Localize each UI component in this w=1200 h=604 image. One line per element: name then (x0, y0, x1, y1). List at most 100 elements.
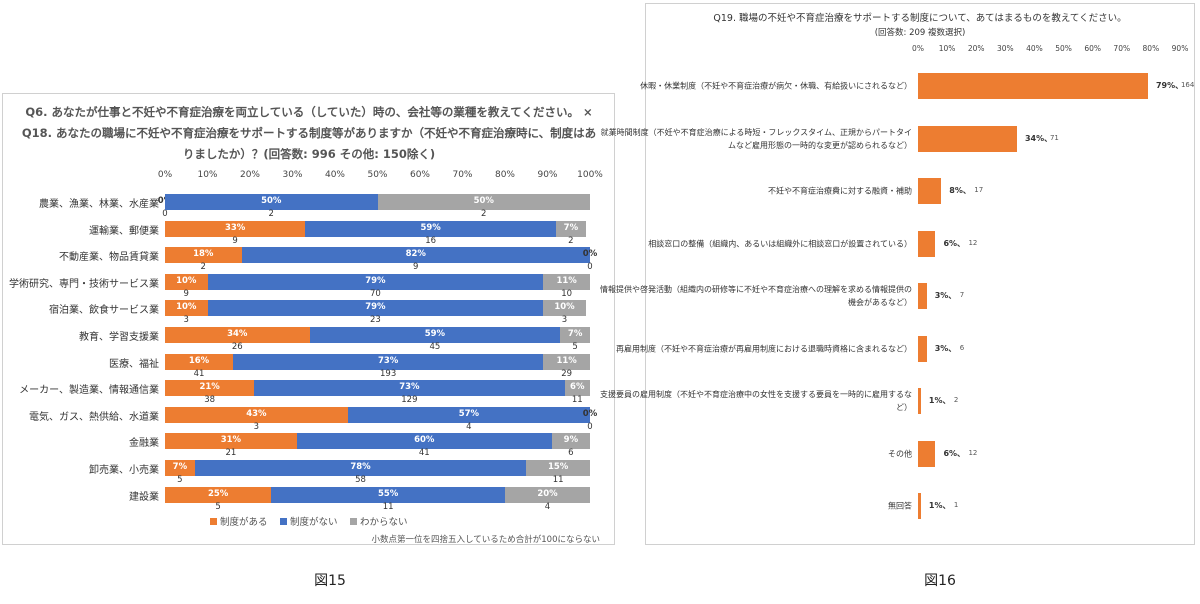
count-label: 29 (561, 368, 573, 379)
count-label: 41 (418, 448, 430, 459)
bar-segment (165, 300, 208, 317)
bar-segment (165, 327, 310, 343)
data-label: 31% (220, 435, 242, 446)
data-label: 1%、 (928, 501, 951, 510)
count-label: 16 (425, 235, 437, 246)
count-label: 9 (183, 288, 189, 299)
count-label: 71 (1049, 133, 1059, 142)
x-tick-label: 90% (537, 170, 558, 180)
chart-frame (645, 3, 1195, 545)
count-label: 2 (481, 209, 487, 219)
data-label: 21% (199, 382, 220, 393)
category-label: 建設業 (129, 491, 159, 503)
x-tick-label: 100% (577, 170, 603, 180)
category-label: その他 (888, 449, 912, 458)
footnote: 小数点第一位を四捨五入しているため合計が100にならない (371, 535, 600, 545)
count-label: 0 (587, 262, 593, 273)
count-label: 21 (225, 448, 237, 459)
count-label: 7 (959, 291, 965, 299)
bar-segment (165, 486, 272, 503)
count-label: 5 (215, 501, 221, 512)
count-label: 0 (587, 421, 593, 432)
x-tick-label: 40% (324, 170, 345, 180)
count-label: 4 (544, 501, 551, 512)
count-label: 9 (232, 235, 238, 246)
data-label: 59% (424, 329, 446, 339)
data-label: 25% (207, 488, 229, 499)
count-label: 3 (561, 315, 568, 326)
data-label: 6% (570, 382, 585, 393)
data-label: 79% (365, 275, 386, 286)
chart-title: Q6. あなたが仕事と不妊や不育症治療を両立している（していた）時の、会社等の業… (21, 105, 597, 161)
x-tick-label: 20% (239, 170, 260, 180)
legend-label: わからない (360, 517, 408, 528)
bar-segment (241, 247, 590, 264)
data-label: 6%、 (943, 448, 966, 458)
data-label: 11% (556, 275, 577, 286)
category-label: 支援要員の雇用制度（不妊や不育症治療中の女性を支援する要員を一時的に雇用するなど… (600, 390, 912, 412)
bar-segment (207, 300, 544, 317)
x-tick-label: 30% (996, 44, 1014, 53)
bar (918, 125, 1017, 152)
count-label: 17 (974, 186, 984, 194)
legend-label: 制度がある (220, 517, 268, 528)
data-label: 20% (537, 488, 558, 499)
legend-label: 制度がない (290, 517, 338, 528)
bar-segment (377, 194, 590, 210)
count-label: 70 (369, 288, 381, 299)
bar-segment (207, 273, 544, 290)
category-label: 無回答 (888, 501, 912, 511)
bar-segment (165, 460, 195, 476)
caption: 図15 (314, 573, 346, 589)
data-label: 50% (261, 196, 282, 206)
count-label: 129 (401, 395, 418, 406)
category-label: 就業時間制度（不妊や不育症治療による時短・フレックスタイム、正規からパートタイム… (600, 127, 912, 150)
data-label: 11% (556, 355, 577, 366)
data-label: 0% (582, 408, 598, 419)
category-label: 休暇・休業制度（不妊や不育症治療が病欠・休職、有給扱いにされるなど） (640, 81, 912, 91)
x-tick-label: 60% (1084, 44, 1101, 53)
x-tick-label: 30% (282, 170, 303, 180)
x-tick-label: 70% (452, 170, 473, 180)
data-label: 79% (365, 302, 386, 313)
data-label: 34% (227, 329, 248, 339)
x-tick-label: 20% (967, 44, 985, 53)
x-tick-label: 90% (1171, 44, 1189, 53)
count-label: 2 (268, 209, 274, 219)
category-label: 医療、福祉 (109, 358, 159, 370)
data-label: 10% (554, 302, 575, 313)
x-tick-label: 40% (1026, 44, 1043, 53)
bar (918, 283, 927, 309)
data-label: 79%、 (1155, 81, 1184, 90)
count-label: 2 (200, 262, 206, 273)
count-label: 5 (177, 475, 183, 485)
bar-segment (165, 194, 378, 210)
category-label: 不動産業、物品賃貸業 (59, 252, 159, 264)
data-label: 15% (547, 462, 569, 472)
bar-segment (165, 353, 233, 370)
count-label: 1 (953, 501, 959, 509)
chart-frame (2, 93, 615, 545)
category-label: 再雇用制度（不妊や不育症治療が再雇用制度における退職時資格に含まれるなど） (616, 344, 912, 353)
x-tick-label: 60% (409, 170, 430, 180)
bar-segment (254, 380, 565, 397)
count-label: 2 (568, 235, 574, 246)
bar-segment (526, 460, 590, 476)
count-label: 10 (561, 288, 573, 299)
x-tick-label: 70% (1113, 44, 1131, 53)
bar-segment (505, 486, 590, 503)
data-label: 33% (224, 222, 246, 233)
bar-segment (194, 460, 527, 476)
data-label: 16% (188, 355, 210, 366)
bar-segment (165, 433, 297, 450)
bar (918, 178, 942, 204)
data-label: 10% (176, 302, 197, 313)
bar (918, 388, 921, 414)
data-label: 57% (458, 408, 480, 419)
x-tick-label: 80% (1142, 44, 1160, 53)
data-label: 82% (405, 249, 426, 260)
bar-segment (165, 220, 306, 237)
bar-segment (564, 380, 590, 397)
x-tick-label: 50% (367, 170, 388, 180)
data-label: 34%、 (1024, 133, 1053, 143)
